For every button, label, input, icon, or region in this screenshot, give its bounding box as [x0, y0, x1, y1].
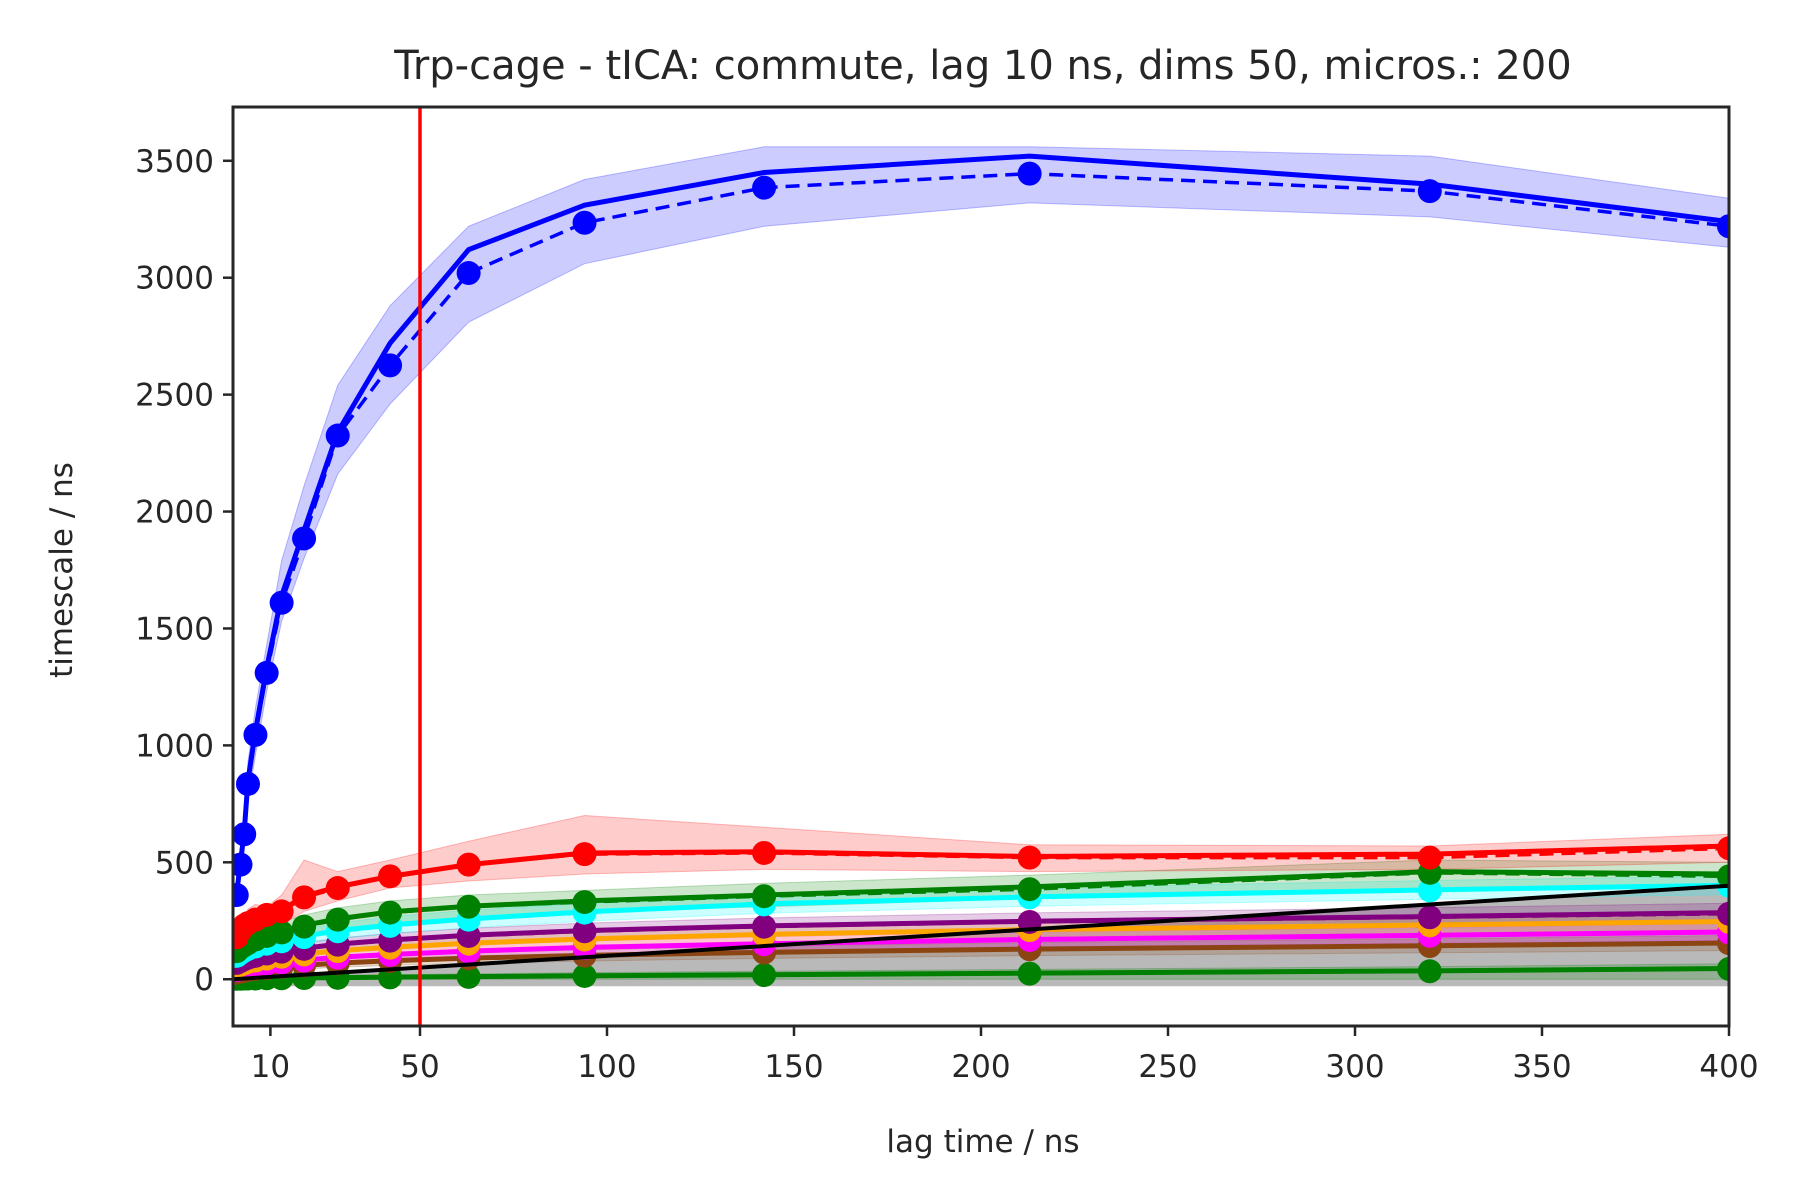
series-2-point — [572, 890, 597, 915]
series-2-point — [456, 894, 481, 919]
series-1-point — [325, 876, 350, 901]
y-tick-label: 0 — [194, 962, 214, 998]
series-0-point — [254, 660, 279, 685]
series-8-point — [1417, 959, 1442, 984]
series-points — [233, 161, 1729, 991]
series-0-point — [233, 852, 253, 877]
y-tick-label: 2500 — [135, 378, 214, 414]
series-1-point — [456, 852, 481, 877]
series-8-point — [572, 963, 597, 988]
series-0-point — [1417, 179, 1442, 204]
x-tick-label: 150 — [764, 1049, 823, 1085]
series-0-point — [572, 210, 597, 235]
x-tick-label: 300 — [1325, 1049, 1384, 1085]
series-1-point — [378, 864, 403, 889]
series-0-point — [1717, 214, 1729, 239]
series-8-point — [456, 964, 481, 989]
x-tick-label: 400 — [1699, 1049, 1758, 1085]
series-0-point — [456, 261, 481, 286]
y-tick-label: 500 — [155, 845, 214, 881]
reference-line — [233, 883, 1729, 982]
series-0-point — [235, 771, 260, 796]
x-tick-label: 10 — [251, 1049, 290, 1085]
series-8-point — [752, 963, 777, 988]
x-tick-label: 50 — [400, 1049, 439, 1085]
reference-layer — [233, 107, 1729, 1026]
series-2-point — [752, 884, 777, 909]
series-2-point — [292, 914, 317, 939]
series-2-point — [1717, 864, 1729, 889]
series-1-point — [752, 840, 777, 865]
series-4-point — [752, 914, 777, 939]
chart-title: Trp-cage - tICA: commute, lag 10 ns, dim… — [393, 43, 1571, 89]
series-1-point — [269, 899, 294, 924]
series-1-point — [1017, 845, 1042, 870]
series-4-point — [1717, 901, 1729, 926]
y-tick-label: 2000 — [135, 495, 214, 531]
y-tick-label: 1500 — [135, 611, 214, 647]
series-1-dashed-line — [235, 846, 1729, 938]
series-1-point — [1417, 845, 1442, 870]
series-0-point — [325, 423, 350, 448]
axes: 10 50 100 150 200 250 300 350 400 0 500 1000 1500 200… — [135, 105, 1759, 1085]
y-tick-label: 3500 — [135, 144, 214, 180]
series-2-point — [325, 907, 350, 932]
y-tick-label: 1000 — [135, 728, 214, 764]
series-2-point — [269, 920, 294, 945]
series-0-point — [233, 822, 257, 847]
series-1-point — [572, 842, 597, 867]
series-2-point — [378, 900, 403, 925]
series-0-point — [1017, 161, 1042, 186]
series-0-point — [243, 722, 268, 747]
series-2-point — [1017, 877, 1042, 902]
y-tick-label: 3000 — [135, 261, 214, 297]
series-4-point — [1417, 905, 1442, 930]
series-0-point — [752, 175, 777, 200]
series-0-point — [292, 526, 317, 551]
series-0-point — [378, 353, 403, 378]
series-8-point — [1017, 961, 1042, 986]
x-tick-label: 200 — [951, 1049, 1010, 1085]
series-0-point — [233, 883, 249, 908]
series-3-point — [1417, 878, 1442, 903]
x-axis-label: lag time / ns — [886, 1124, 1079, 1160]
series-8-point — [1717, 956, 1729, 981]
series-1-point — [1717, 836, 1729, 861]
x-tick-label: 350 — [1512, 1049, 1571, 1085]
series-1-point — [292, 885, 317, 910]
series-0-dashed-line — [235, 171, 1729, 896]
y-axis-label: timescale / ns — [44, 462, 80, 678]
x-tick-label: 250 — [1138, 1049, 1197, 1085]
x-tick-label: 100 — [577, 1049, 636, 1085]
series-4-point — [572, 919, 597, 944]
series-0-point — [269, 590, 294, 615]
